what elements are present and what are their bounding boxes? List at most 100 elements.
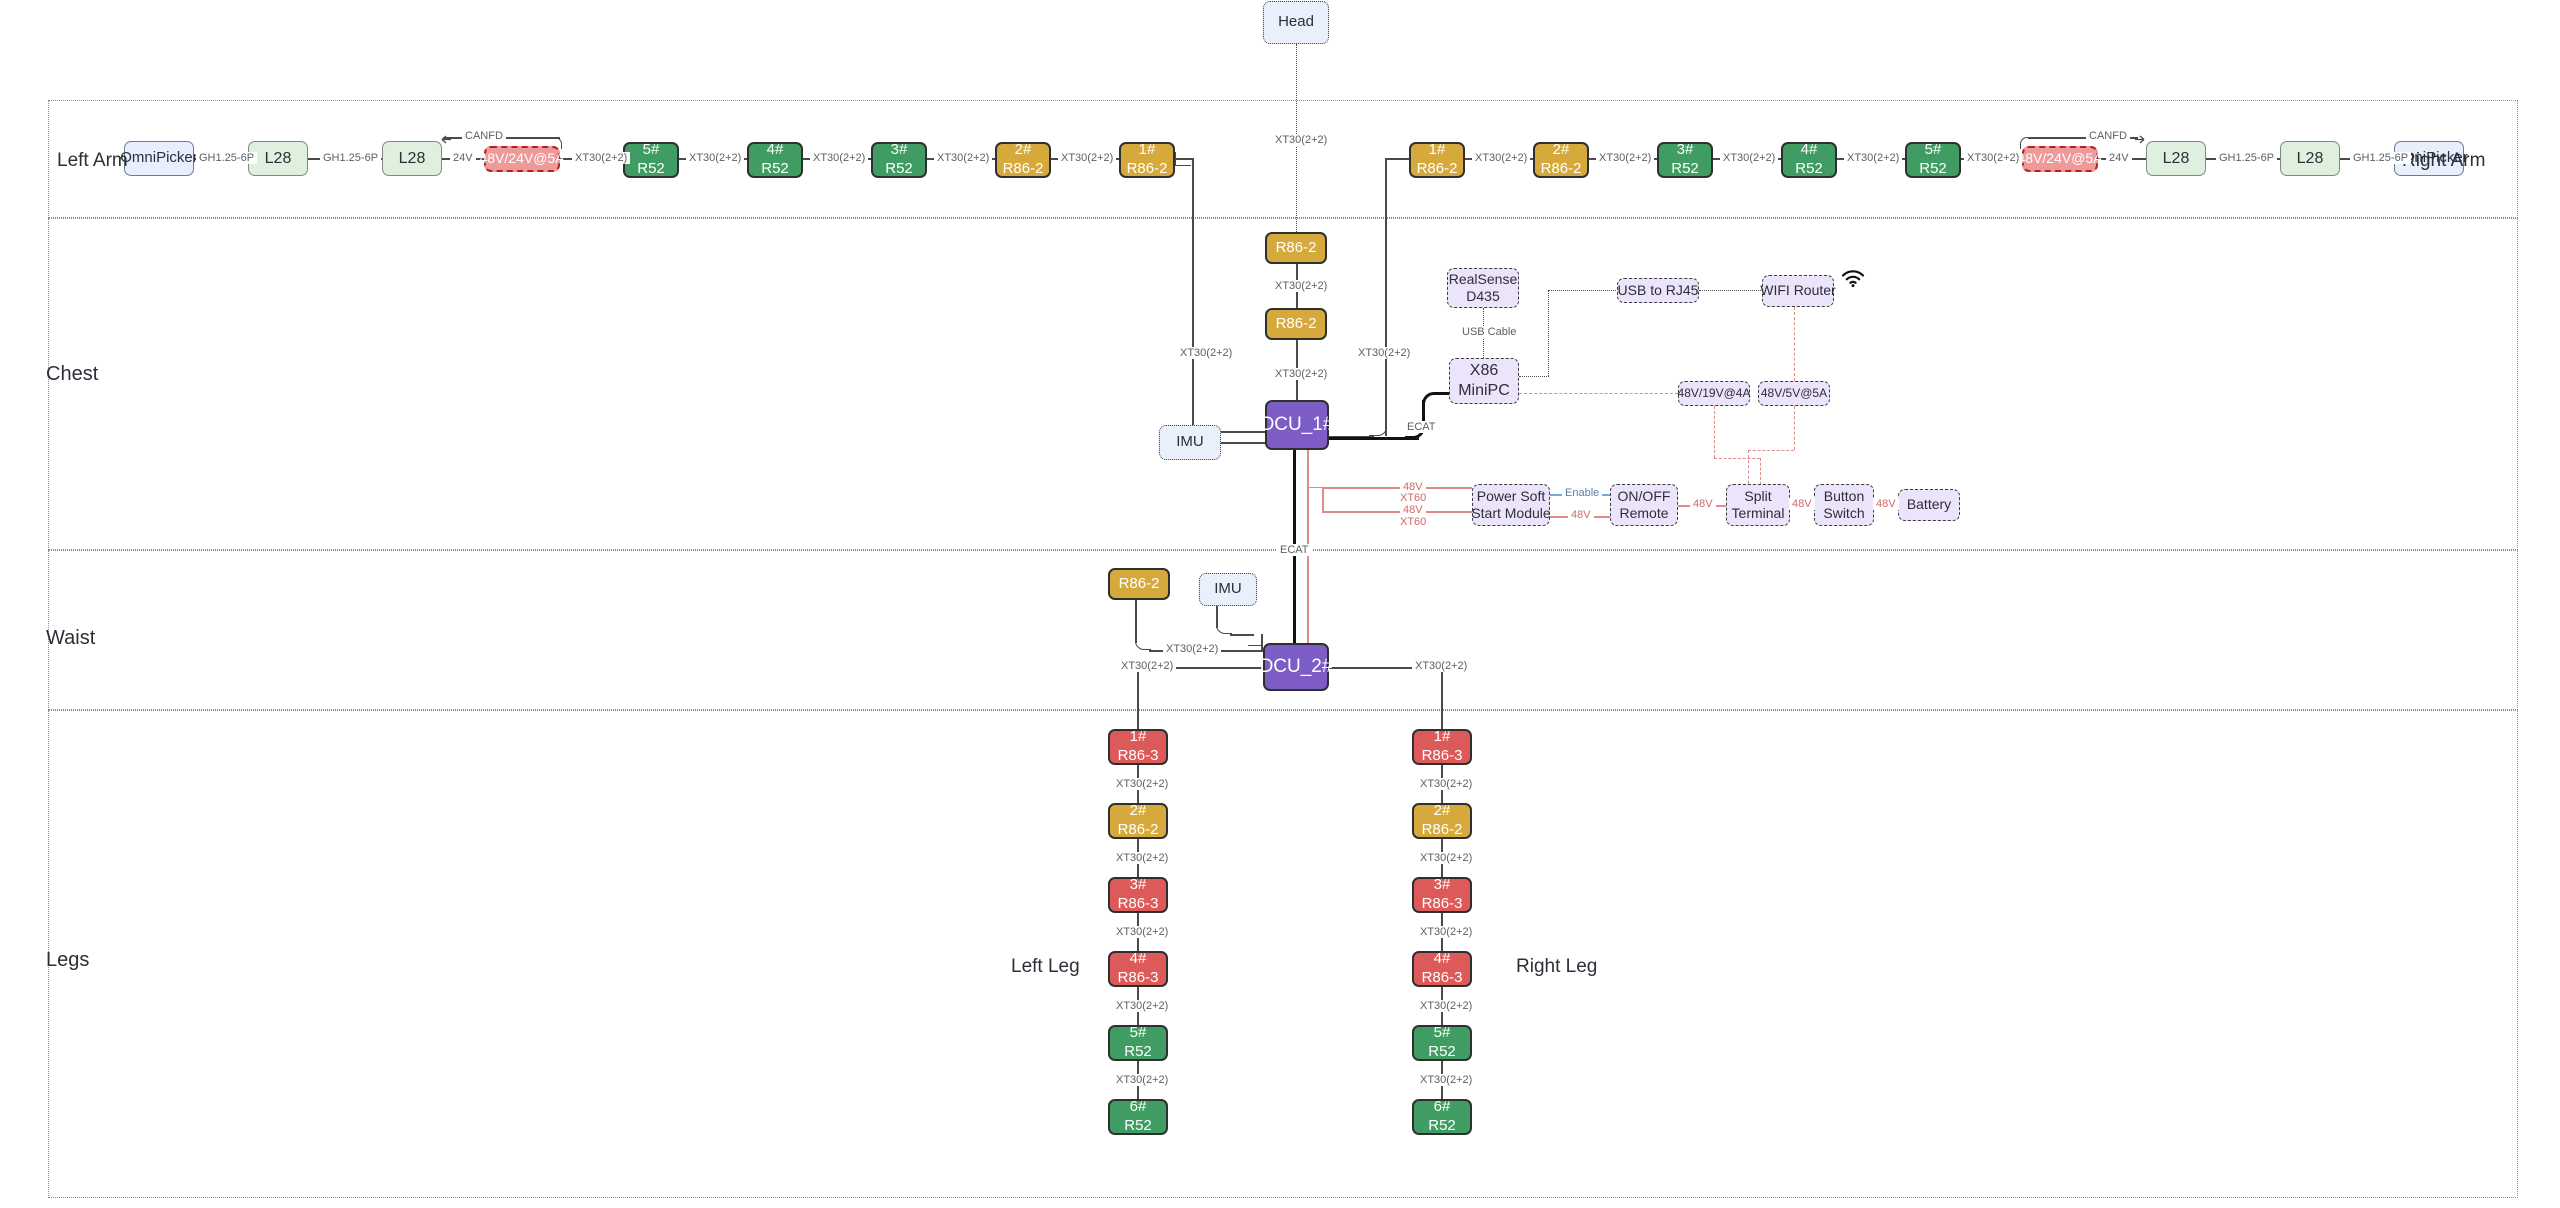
edge-label-ll-5: XT30(2+2) [1113, 1074, 1172, 1086]
node-left-arm-l28-b[interactable]: L28 [382, 141, 442, 176]
node-chest-imu[interactable]: IMU [1159, 425, 1221, 460]
node-label-bottom: R52 [1124, 1117, 1152, 1134]
node-label-bottom: R52 [761, 160, 789, 177]
node-label-top: 1# [1433, 728, 1451, 746]
node-label-bottom: R52 [1124, 1043, 1152, 1060]
edge-dcu1-to-dcu2 [1293, 450, 1296, 662]
node-button-switch[interactable]: Button Switch [1814, 484, 1874, 526]
node-left-arm-1-r86-2[interactable]: 1# R86-2 [1119, 141, 1175, 178]
node-left-leg-4-r86-3[interactable]: 4# R86-3 [1108, 950, 1168, 987]
edge-label-onoff-split: 48V [1690, 498, 1716, 510]
edge-ra-down-h [1385, 158, 1409, 160]
node-right-leg-2-r86-2[interactable]: 2# R86-2 [1412, 802, 1472, 839]
edge-label-la-7: XT30(2+2) [934, 152, 993, 164]
node-right-arm-1-r86-2[interactable]: 1# R86-2 [1409, 141, 1465, 178]
node-x86-minipc[interactable]: X86 MiniPC [1449, 358, 1519, 404]
node-left-arm-omnipicker[interactable]: OmniPicker [120, 141, 198, 176]
node-usb-to-rj45[interactable]: USB to RJ45 [1617, 278, 1699, 303]
node-label-top: Split [1744, 487, 1772, 504]
node-left-leg-2-r86-2[interactable]: 2# R86-2 [1108, 802, 1168, 839]
node-converter-48v-5v[interactable]: 48V/5V@5A [1758, 381, 1830, 406]
node-right-arm-3-r52[interactable]: 3# R52 [1657, 141, 1713, 178]
edge-ra-canfd-corner [2020, 137, 2034, 149]
node-right-arm-l28-a[interactable]: L28 [2146, 141, 2206, 176]
edge-label-split-button: 48V [1789, 498, 1815, 510]
node-right-leg-3-r86-3[interactable]: 3# R86-3 [1412, 876, 1472, 913]
node-left-leg-1-r86-3[interactable]: 1# R86-3 [1108, 728, 1168, 765]
node-right-arm-4-r52[interactable]: 4# R52 [1781, 141, 1837, 178]
node-left-arm-converter[interactable]: 48V/24V@5A [479, 146, 565, 172]
edge-dcu2-to-right-leg-h [1329, 667, 1443, 669]
node-label: Battery [1906, 496, 1952, 513]
node-label-bottom: R86-2 [1126, 160, 1168, 177]
edge-label-enable: Enable [1562, 487, 1603, 499]
node-label-top: 1# [1138, 141, 1156, 159]
node-left-arm-4-r52[interactable]: 4# R52 [747, 141, 803, 178]
node-left-arm-l28-a[interactable]: L28 [248, 141, 308, 176]
node-left-arm-5-r52[interactable]: 5# R52 [623, 141, 679, 178]
node-label-top: 2# [1433, 802, 1451, 820]
node-left-arm-3-r52[interactable]: 3# R52 [871, 141, 927, 178]
edge-waist-imu-down [1216, 606, 1218, 628]
edge-label-ra-6: 24V [2106, 152, 2132, 164]
node-battery[interactable]: Battery [1898, 489, 1960, 521]
node-converter-48v-19v[interactable]: 48V/19V@4A [1678, 381, 1750, 406]
node-right-arm-l28-b[interactable]: L28 [2280, 141, 2340, 176]
edge-label-feed-xt60-a: XT60 [1397, 492, 1430, 504]
edge-label-softstart-48v: 48V [1568, 509, 1594, 521]
node-on-off-remote[interactable]: ON/OFF Remote [1610, 484, 1678, 526]
node-right-arm-5-r52[interactable]: 5# R52 [1905, 141, 1961, 178]
node-label-bottom: R86-3 [1117, 895, 1159, 912]
node-right-leg-6-r52[interactable]: 6# R52 [1412, 1098, 1472, 1135]
edge-waist-imu-h [1230, 634, 1254, 636]
edge-head-to-dcu1 [1296, 44, 1297, 398]
node-right-leg-1-r86-3[interactable]: 1# R86-3 [1412, 728, 1472, 765]
edge-minipc-rj45-h [1519, 376, 1549, 377]
node-label-bottom: R86-2 [1540, 160, 1582, 177]
node-waist-r86-2[interactable]: R86-2 [1108, 568, 1170, 600]
node-waist-imu[interactable]: IMU [1199, 573, 1257, 606]
node-chest-spine-r86-2-lower[interactable]: R86-2 [1265, 308, 1327, 340]
node-dcu-1[interactable]: DCU_1# [1261, 400, 1333, 450]
node-label-bottom: R52 [885, 160, 913, 177]
node-right-leg-4-r86-3[interactable]: 4# R86-3 [1412, 950, 1472, 987]
node-left-leg-6-r52[interactable]: 6# R52 [1108, 1098, 1168, 1135]
node-label-bottom: R86-2 [1002, 160, 1044, 177]
edge-la-into-dcu1 [1210, 431, 1265, 433]
node-left-leg-5-r52[interactable]: 5# R52 [1108, 1024, 1168, 1061]
edge-waist-imu-into-dcu2 [1261, 634, 1263, 650]
node-left-leg-3-r86-3[interactable]: 3# R86-3 [1108, 876, 1168, 913]
node-left-arm-2-r86-2[interactable]: 2# R86-2 [995, 141, 1051, 178]
label-left-arm: Left Arm [57, 150, 128, 171]
node-label-bottom: Remote [1619, 505, 1669, 521]
edge-label-ll-1: XT30(2+2) [1113, 778, 1172, 790]
node-realsense-d435[interactable]: RealSense D435 [1447, 268, 1519, 308]
node-label-bottom: R52 [1671, 160, 1699, 177]
node-right-arm-converter[interactable]: 48V/24V@5A [2017, 146, 2103, 172]
node-label-top: 4# [1800, 141, 1818, 159]
edge-label-rl-5: XT30(2+2) [1417, 1074, 1476, 1086]
node-right-leg-5-r52[interactable]: 5# R52 [1412, 1024, 1472, 1061]
node-label-bottom: Switch [1823, 505, 1865, 521]
edge-label-usb-cable: USB Cable [1459, 326, 1520, 338]
edge-imu-to-dcu1 [1221, 442, 1265, 444]
edge-label-la-1: GH1.25-6P [196, 152, 258, 164]
edge-label-chest-spine-1: XT30(2+2) [1272, 280, 1331, 292]
node-label-top: 3# [1129, 876, 1147, 894]
node-label: 48V/5V@5A [1760, 386, 1828, 400]
node-right-arm-2-r86-2[interactable]: 2# R86-2 [1533, 141, 1589, 178]
node-label: 48V/19V@4A [1677, 386, 1751, 400]
edge-label-chest-right-arm: XT30(2+2) [1355, 347, 1414, 359]
node-dcu-2[interactable]: DCU_2# [1260, 643, 1332, 691]
node-label: 48V/24V@5A [2017, 150, 2103, 167]
edge-router-power [1794, 307, 1795, 381]
node-label-top: 2# [1014, 141, 1032, 159]
edge-conv5-over [1748, 450, 1794, 451]
node-head[interactable]: Head [1263, 1, 1329, 44]
node-power-soft-start-module[interactable]: Power Soft Start Module [1471, 484, 1551, 526]
node-split-terminal[interactable]: Split Terminal [1726, 484, 1790, 526]
node-chest-spine-r86-2-upper[interactable]: R86-2 [1265, 232, 1327, 264]
edge-label-rl-3: XT30(2+2) [1417, 926, 1476, 938]
node-wifi-router[interactable]: WIFI Router [1760, 275, 1836, 307]
